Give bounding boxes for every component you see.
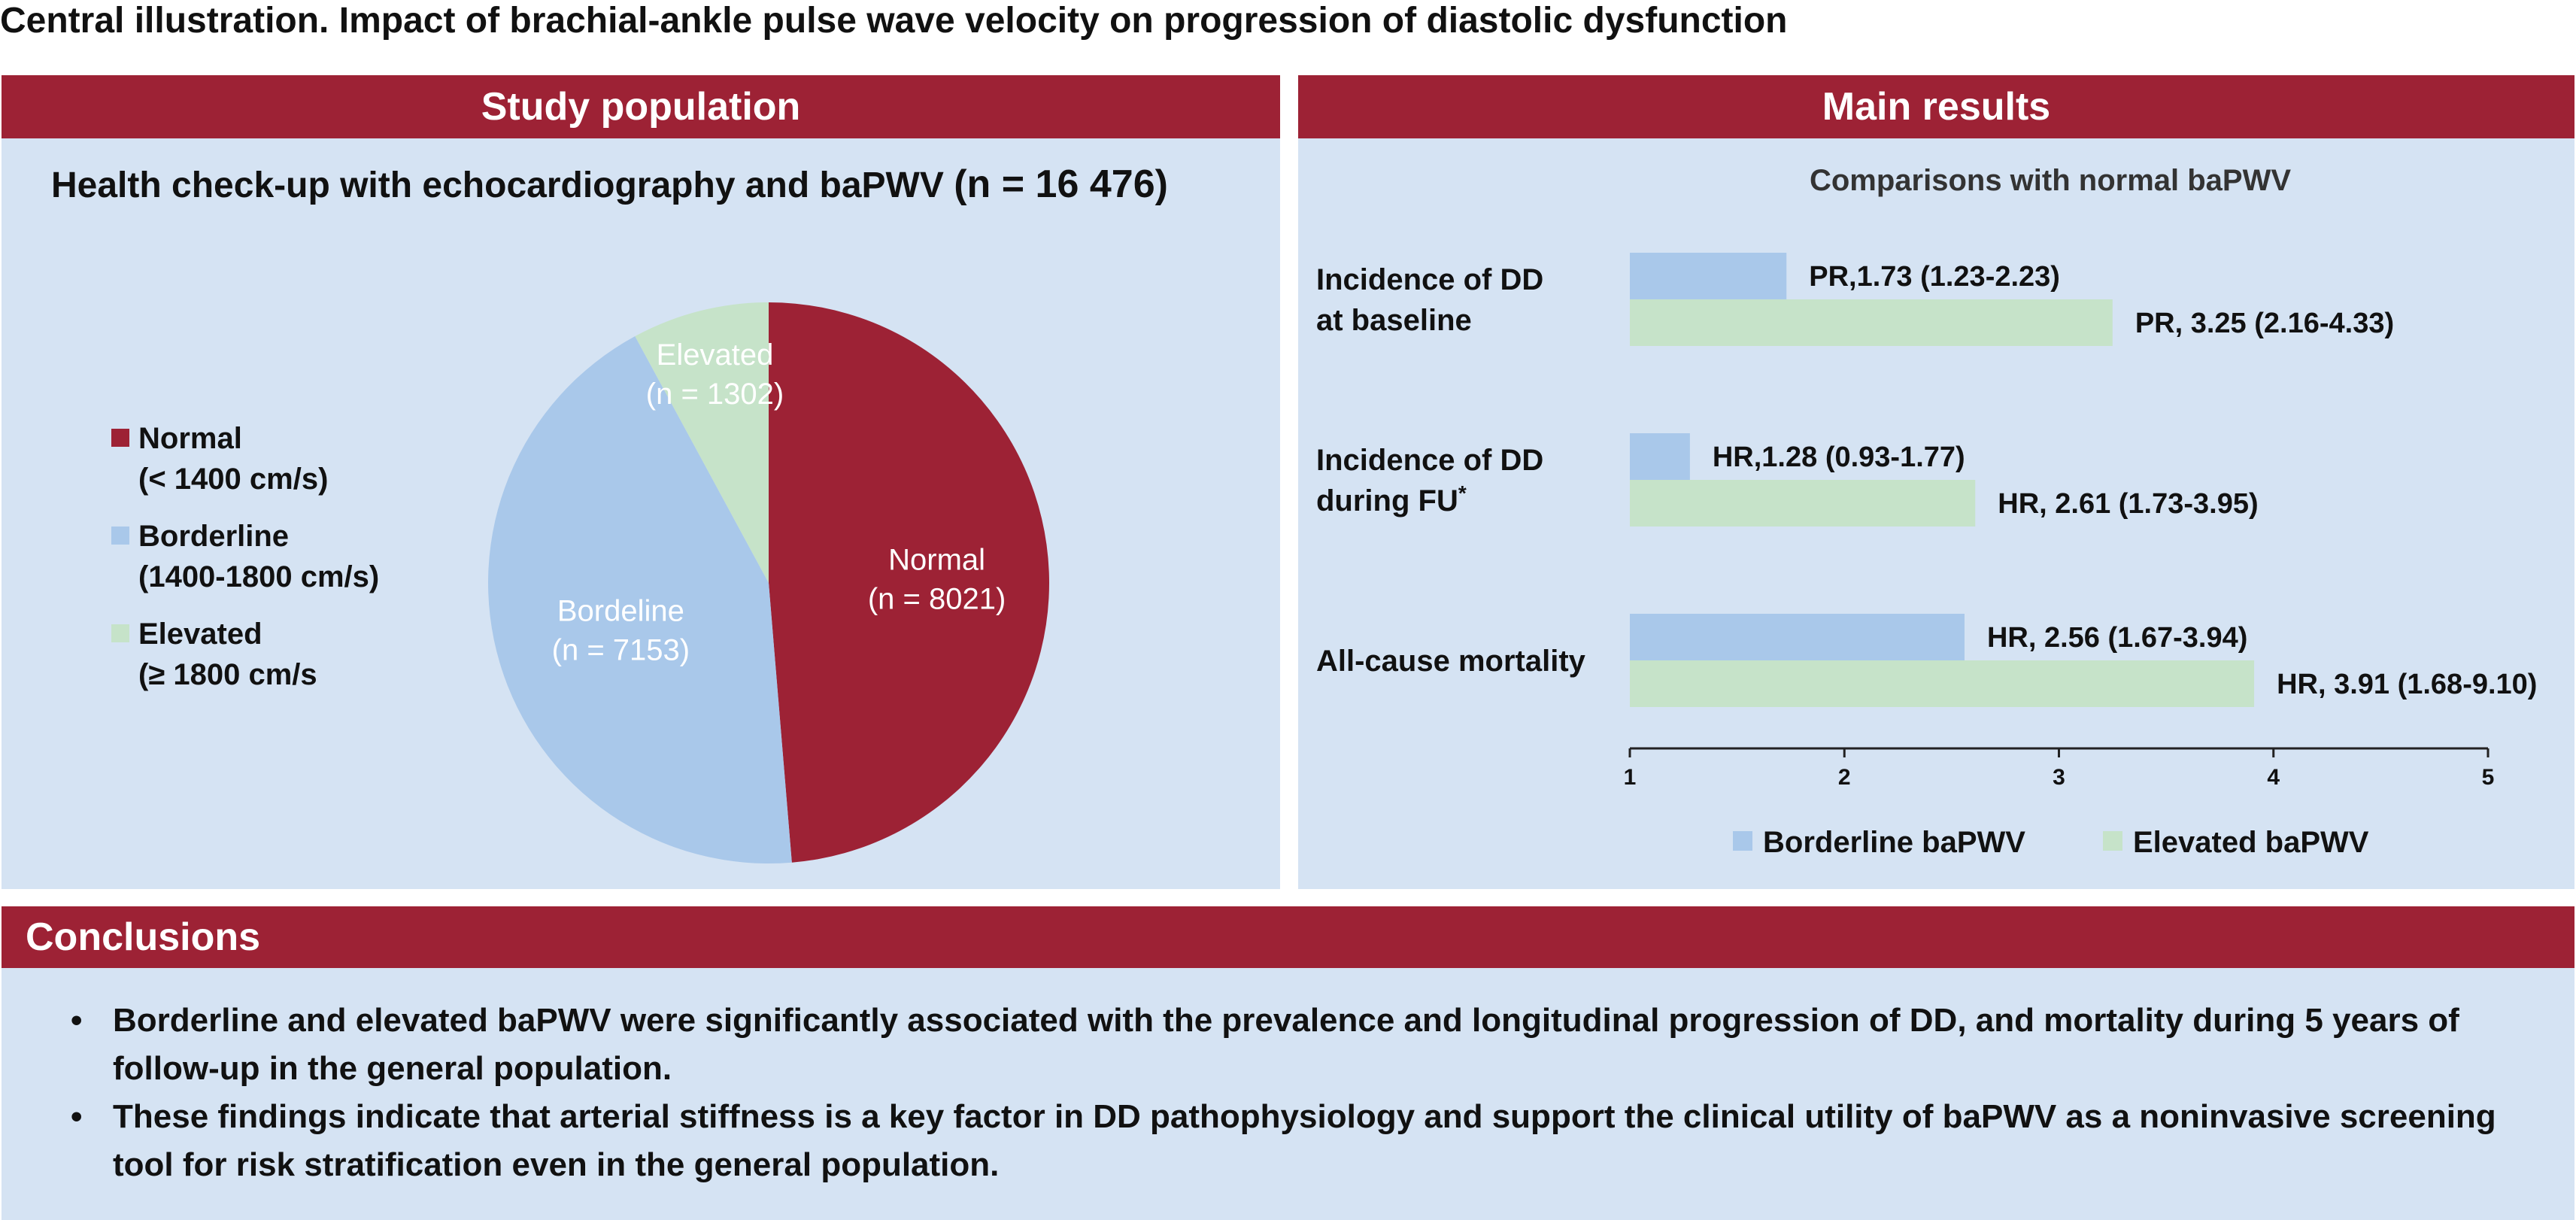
bar-value-label: HR, 2.61 (1.73-3.95) [1998, 488, 2258, 520]
pie-label: Normal [888, 544, 985, 577]
bar-value-label: PR,1.73 (1.23-2.23) [1809, 261, 2060, 293]
footnote-mark: * [1458, 481, 1467, 505]
conclusions-list: • Borderline and elevated baPWV were sig… [71, 997, 2544, 1189]
legend-label: Elevated baPWV [2133, 826, 2369, 859]
pie-legend: Normal (< 1400 cm/s) Borderline (1400-18… [111, 418, 379, 712]
legend-item-borderline: Borderline (1400-1800 cm/s) [111, 516, 379, 597]
category-label: during FU* [1316, 481, 1467, 517]
pie-label: Elevated [657, 338, 774, 372]
x-tick-label: 5 [2482, 765, 2495, 790]
category-label: Incidence of DD [1316, 263, 1543, 296]
bullet-icon: • [71, 1098, 83, 1135]
x-tick-label: 1 [1624, 765, 1637, 790]
conclusions-panel: Conclusions • Borderline and elevated ba… [2, 906, 2574, 1220]
conclusion-item: • These findings indicate that arterial … [71, 1093, 2544, 1189]
pie-slice-normal [769, 302, 1050, 863]
conclusion-text: These findings indicate that arterial st… [113, 1098, 2496, 1183]
bar-value-label: HR, 2.56 (1.67-3.94) [1987, 622, 2247, 654]
study-population-panel: Study population Health check-up with ec… [2, 75, 1280, 889]
legend-swatch-borderline [111, 527, 129, 545]
category-label: All-cause mortality [1316, 645, 1586, 678]
pie-sublabel: (n = 8021) [868, 583, 1006, 616]
legend-label-elevated: Elevated [138, 618, 262, 651]
bar-value-label: HR,1.28 (0.93-1.77) [1713, 442, 1965, 473]
pie-sublabel: (n = 1302) [646, 378, 784, 411]
category-label: Incidence of DD [1316, 444, 1543, 477]
chart-subtitle: Comparisons with normal baPWV [1810, 164, 2291, 197]
bar-value-label: PR, 3.25 (2.16-4.33) [2135, 308, 2394, 339]
conclusion-text: Borderline and elevated baPWV were signi… [113, 1002, 2459, 1087]
bar-borderline [1630, 433, 1690, 480]
bar-elevated [1630, 480, 1976, 527]
legend-range-elevated: (≥ 1800 cm/s [138, 658, 317, 691]
legend-item-elevated: Elevated (≥ 1800 cm/s [111, 614, 379, 695]
pie-sublabel: (n = 7153) [552, 634, 690, 667]
bar-elevated [1630, 299, 2113, 346]
bar-borderline [1630, 614, 1965, 660]
legend-label-borderline: Borderline [138, 520, 290, 553]
bar-elevated [1630, 660, 2255, 707]
bullet-icon: • [71, 1002, 83, 1039]
results-bar-chart: Comparisons with normal baPWV Incidence o… [1316, 164, 2537, 859]
legend-swatch [2103, 831, 2122, 851]
pie-label: Bordeline [557, 595, 684, 628]
pie-slice-bordeline [487, 336, 792, 863]
legend-label: Borderline baPWV [1763, 826, 2025, 859]
legend-swatch [1733, 831, 1752, 851]
legend-swatch-elevated [111, 624, 129, 642]
main-results-header: Main results [1298, 75, 2574, 138]
population-heading-text: Health check-up with echocardiography an… [51, 165, 944, 205]
legend-swatch-normal [111, 429, 129, 447]
legend-item-normal: Normal (< 1400 cm/s) [111, 418, 379, 499]
population-count: (n = 16 476) [954, 162, 1168, 206]
population-heading: Health check-up with echocardiography an… [51, 162, 1168, 207]
conclusion-item: • Borderline and elevated baPWV were sig… [71, 997, 2544, 1093]
figure-title: Central illustration. Impact of brachial… [0, 1, 1788, 41]
pie-chart: Normal (n = 8021) Bordeline (n = 7153) Eleva… [487, 302, 1050, 863]
bar-value-label: HR, 3.91 (1.68-9.10) [2277, 669, 2537, 700]
conclusions-header: Conclusions [2, 906, 2574, 968]
legend-label-normal: Normal [138, 422, 242, 455]
main-results-panel: Main results Comparisons with normal baP… [1298, 75, 2574, 889]
legend-range-normal: (< 1400 cm/s) [138, 463, 329, 496]
x-tick-label: 3 [2053, 765, 2065, 790]
x-tick-label: 4 [2267, 765, 2280, 790]
study-population-header: Study population [2, 75, 1280, 138]
legend-range-borderline: (1400-1800 cm/s) [138, 560, 380, 593]
x-tick-label: 2 [1838, 765, 1851, 790]
pie-slice-elevated [635, 302, 769, 583]
category-label: at baseline [1316, 304, 1472, 337]
bar-borderline [1630, 253, 1787, 299]
